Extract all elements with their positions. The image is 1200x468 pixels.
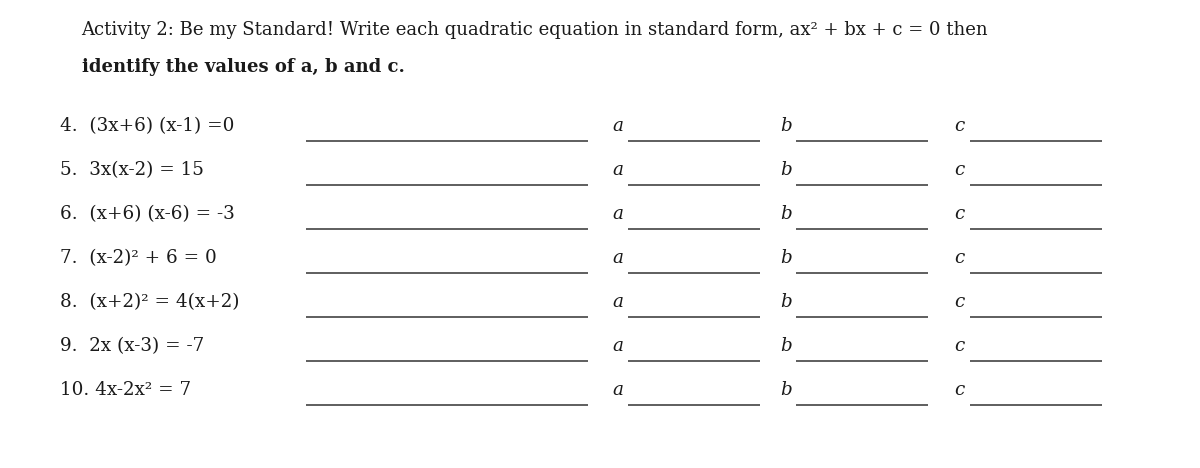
Text: 10. 4x-2x² = 7: 10. 4x-2x² = 7	[60, 381, 191, 399]
Text: c: c	[954, 161, 965, 179]
Text: 8.  (x+2)² = 4(x+2): 8. (x+2)² = 4(x+2)	[60, 293, 240, 311]
Text: 5.  3x(x-2) = 15: 5. 3x(x-2) = 15	[60, 161, 204, 179]
Text: c: c	[954, 293, 965, 311]
Text: b: b	[780, 293, 792, 311]
Text: c: c	[954, 249, 965, 267]
Text: a: a	[612, 381, 623, 399]
Text: a: a	[612, 293, 623, 311]
Text: c: c	[954, 205, 965, 223]
Text: a: a	[612, 249, 623, 267]
Text: b: b	[780, 337, 792, 355]
Text: a: a	[612, 205, 623, 223]
Text: c: c	[954, 381, 965, 399]
Text: c: c	[954, 337, 965, 355]
Text: Activity 2: Be my Standard! Write each quadratic equation in standard form, ax² : Activity 2: Be my Standard! Write each q…	[82, 21, 989, 39]
Text: b: b	[780, 205, 792, 223]
Text: identify the values of a, b and c.: identify the values of a, b and c.	[82, 58, 404, 76]
Text: 6.  (x+6) (x-6) = -3: 6. (x+6) (x-6) = -3	[60, 205, 235, 223]
Text: b: b	[780, 249, 792, 267]
Text: c: c	[954, 117, 965, 135]
Text: a: a	[612, 161, 623, 179]
Text: b: b	[780, 161, 792, 179]
Text: 9.  2x (x-3) = -7: 9. 2x (x-3) = -7	[60, 337, 204, 355]
Text: b: b	[780, 381, 792, 399]
Text: a: a	[612, 117, 623, 135]
Text: 7.  (x-2)² + 6 = 0: 7. (x-2)² + 6 = 0	[60, 249, 217, 267]
Text: a: a	[612, 337, 623, 355]
Text: 4.  (3x+6) (x-1) =0: 4. (3x+6) (x-1) =0	[60, 117, 234, 135]
Text: b: b	[780, 117, 792, 135]
